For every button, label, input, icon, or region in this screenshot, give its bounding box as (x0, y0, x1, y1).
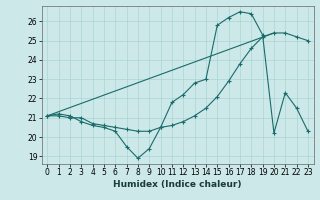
X-axis label: Humidex (Indice chaleur): Humidex (Indice chaleur) (113, 180, 242, 189)
